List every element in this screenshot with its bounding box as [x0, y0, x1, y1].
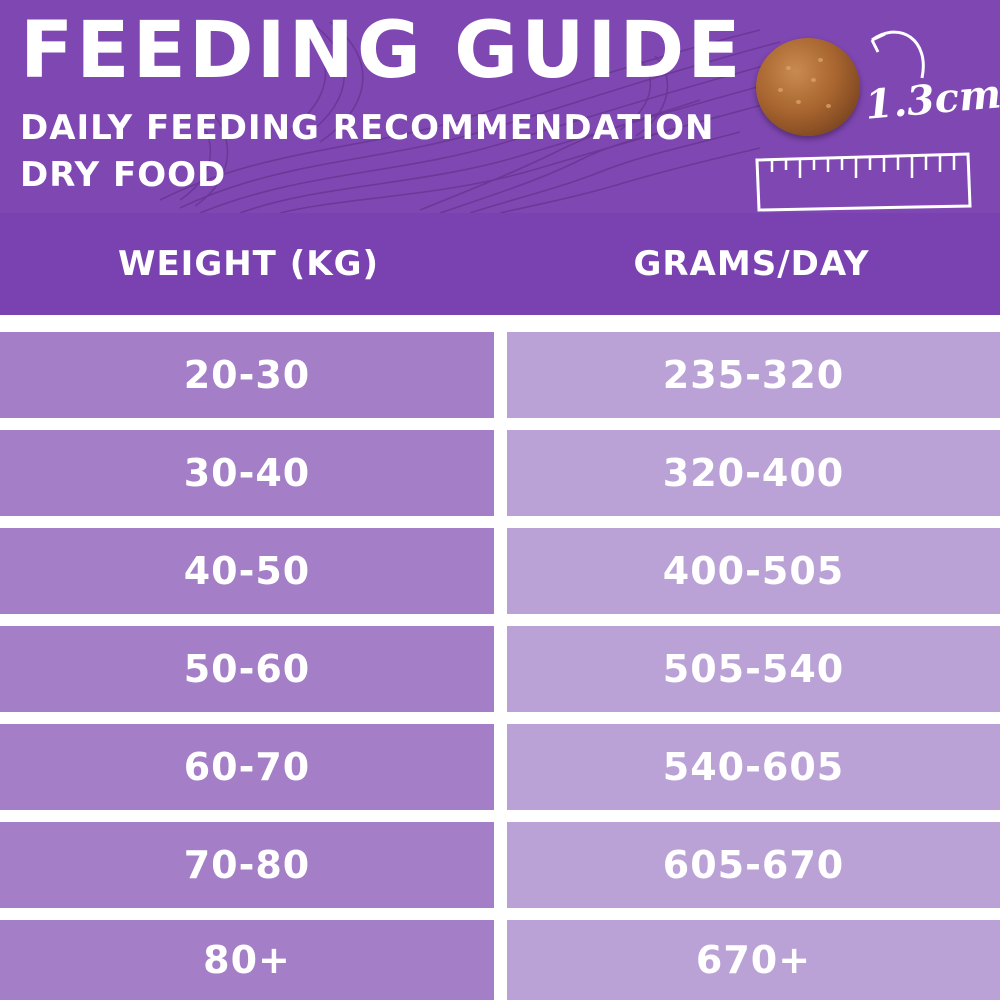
weight-cell: 80+	[0, 920, 494, 1000]
grams-cell: 320-400	[507, 430, 1000, 516]
grams-cell: 400-505	[507, 528, 1000, 614]
weight-column-header: WEIGHT (KG)	[117, 244, 380, 284]
grams-cell: 235-320	[507, 332, 1000, 418]
grams-cell: 505-540	[507, 626, 1000, 712]
subtitle: DAILY FEEDING RECOMMENDATION	[20, 108, 715, 148]
food-type-label: DRY FOOD	[20, 155, 227, 195]
kibble-image	[756, 38, 860, 136]
weight-cell: 70-80	[0, 822, 494, 908]
banner: FEEDING GUIDE DAILY FEEDING RECOMMENDATI…	[0, 0, 1000, 213]
table-header: WEIGHT (KG) GRAMS/DAY	[0, 213, 1000, 315]
grams-column-header: GRAMS/DAY	[633, 244, 870, 284]
ruler-icon	[755, 152, 972, 212]
weight-cell: 50-60	[0, 626, 494, 712]
grams-cell: 540-605	[507, 724, 1000, 810]
weight-cell: 60-70	[0, 724, 494, 810]
page-title: FEEDING GUIDE	[20, 6, 744, 96]
grams-cell: 670+	[507, 920, 1000, 1000]
weight-cell: 30-40	[0, 430, 494, 516]
curved-arrow-icon	[870, 30, 925, 79]
weight-cell: 20-30	[0, 332, 494, 418]
wave-pattern	[159, 21, 841, 213]
grams-cell: 605-670	[507, 822, 1000, 908]
weight-cell: 40-50	[0, 528, 494, 614]
